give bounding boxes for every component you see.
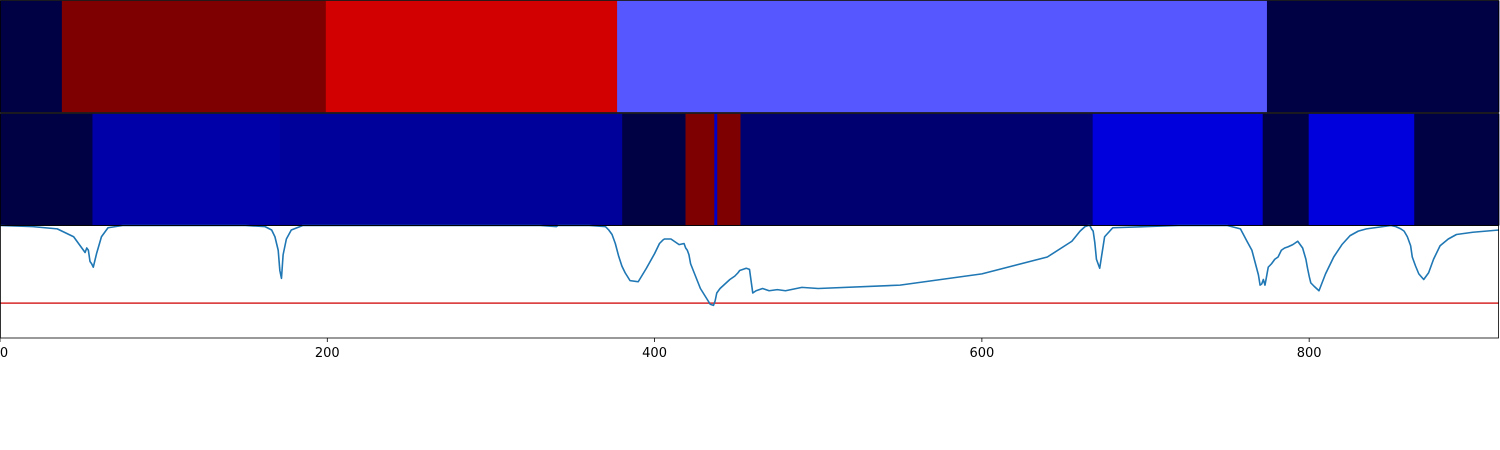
- segment-0-3: [617, 0, 1268, 113]
- segment-1-1: [92, 113, 281, 226]
- segment-1-8: [1092, 113, 1264, 226]
- panel-frame-2: [0, 225, 1499, 339]
- segment-0-0: [0, 0, 63, 113]
- series-line: [0, 224, 1500, 307]
- segment-1-5: [714, 113, 718, 226]
- segment-0-1: [61, 0, 327, 113]
- segment-1-4: [685, 113, 715, 226]
- segment-1-2: [279, 113, 623, 226]
- panel-frame-0: [0, 0, 1499, 113]
- segment-1-10: [1308, 113, 1415, 226]
- segment-1-7: [740, 113, 1094, 226]
- line-panel: [0, 224, 1500, 338]
- x-axis: 0 200 400 600 800: [0, 338, 1322, 361]
- x-tick-label: 0: [0, 346, 8, 361]
- segment-0-2: [325, 0, 618, 113]
- segment-1-9: [1262, 113, 1310, 226]
- x-tick-label: 400: [642, 346, 667, 361]
- segment-0-4: [1266, 0, 1500, 113]
- segment-row-middle: [0, 113, 1500, 226]
- segment-1-11: [1414, 113, 1500, 226]
- line-panel-background: [0, 225, 1499, 338]
- panel-frames: [0, 0, 1499, 339]
- segment-row-top: [0, 0, 1500, 113]
- x-tick-label: 600: [969, 346, 994, 361]
- x-tick-label: 200: [315, 346, 340, 361]
- segment-1-6: [717, 113, 741, 226]
- segment-1-3: [622, 113, 686, 226]
- x-tick-label: 800: [1297, 346, 1322, 361]
- segment-1-0: [0, 113, 93, 226]
